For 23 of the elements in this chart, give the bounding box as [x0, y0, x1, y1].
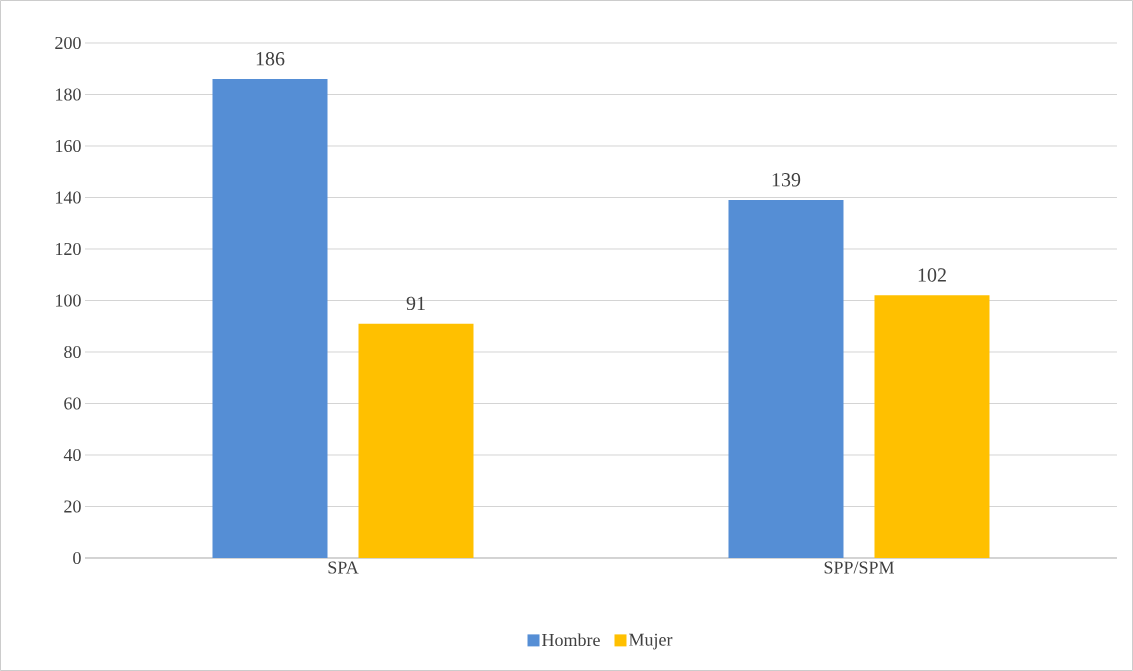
y-tick-label: 200	[55, 36, 81, 50]
y-tick-label: 60	[64, 397, 81, 410]
y-tick-label: 80	[64, 345, 81, 359]
data-label: 91	[406, 296, 425, 311]
data-label: 186	[256, 52, 285, 66]
y-tick-label: 20	[64, 500, 81, 513]
x-tick-label: SPA	[328, 561, 359, 574]
y-tick-label: 180	[56, 88, 81, 101]
y-tick-label: 160	[56, 139, 81, 153]
x-tick-label: SPP/SPM	[824, 561, 894, 574]
y-tick-label: 0	[73, 551, 81, 565]
legend-label: Hombre	[542, 633, 600, 647]
bar	[874, 295, 990, 558]
bar	[728, 200, 844, 558]
bar	[212, 79, 328, 558]
y-tick-label: 120	[56, 242, 81, 256]
y-tick-label: 140	[56, 191, 81, 204]
y-tick-label: 40	[63, 448, 81, 462]
data-label: 102	[918, 268, 946, 282]
bar	[358, 323, 474, 558]
legend-label: Mujer	[629, 633, 673, 650]
data-label: 139	[772, 173, 801, 187]
y-tick-label: 100	[56, 294, 81, 307]
